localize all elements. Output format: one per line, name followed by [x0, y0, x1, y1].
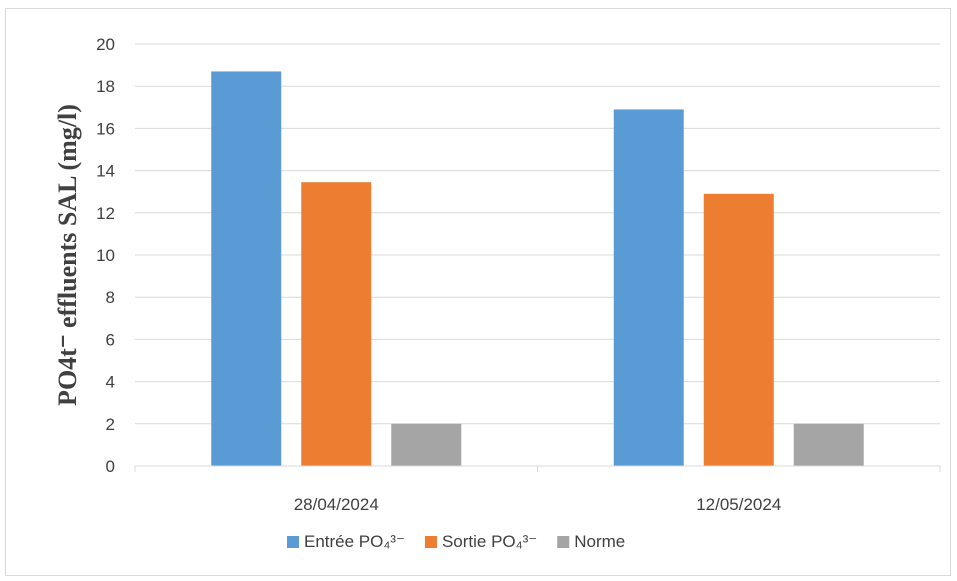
bar-norme-1 [391, 423, 462, 466]
bar-sortie-2 [703, 193, 774, 466]
bars [211, 71, 864, 467]
legend-label: Entrée PO₄³⁻ [304, 532, 405, 551]
y-tick-label: 0 [106, 457, 115, 476]
y-tick-label: 16 [96, 119, 115, 138]
bar-sortie-1 [301, 182, 372, 466]
x-axis: 28/04/2024 12/05/2024 [134, 465, 941, 514]
x-category-label: 12/05/2024 [696, 495, 781, 514]
bar-entree-1 [211, 71, 282, 467]
y-tick-label: 8 [106, 288, 115, 307]
y-tick-label: 14 [96, 162, 115, 181]
y-tick-label: 12 [96, 204, 115, 223]
y-tick-label: 4 [106, 373, 115, 392]
legend-swatch [287, 536, 299, 548]
y-tick-label: 20 [96, 35, 115, 54]
chart-frame [5, 8, 951, 576]
legend-label: Norme [574, 532, 625, 551]
legend-swatch [557, 536, 570, 548]
bar-entree-2 [613, 109, 684, 466]
y-axis-ticks: 0 2 4 6 8 10 12 14 16 18 20 [96, 35, 115, 476]
legend-label: Sortie PO₄³⁻ [442, 532, 537, 551]
bar-norme-2 [793, 423, 864, 466]
y-tick-label: 2 [106, 415, 115, 434]
x-category-label: 28/04/2024 [294, 495, 379, 514]
y-tick-label: 18 [96, 77, 115, 96]
y-axis-label: PO4t⁻ effluents SAL (mg/l) [53, 104, 82, 406]
y-tick-label: 10 [96, 246, 115, 265]
y-tick-label: 6 [106, 330, 115, 349]
legend: Entrée PO₄³⁻ Sortie PO₄³⁻ Norme [287, 532, 625, 551]
legend-swatch [424, 536, 437, 548]
